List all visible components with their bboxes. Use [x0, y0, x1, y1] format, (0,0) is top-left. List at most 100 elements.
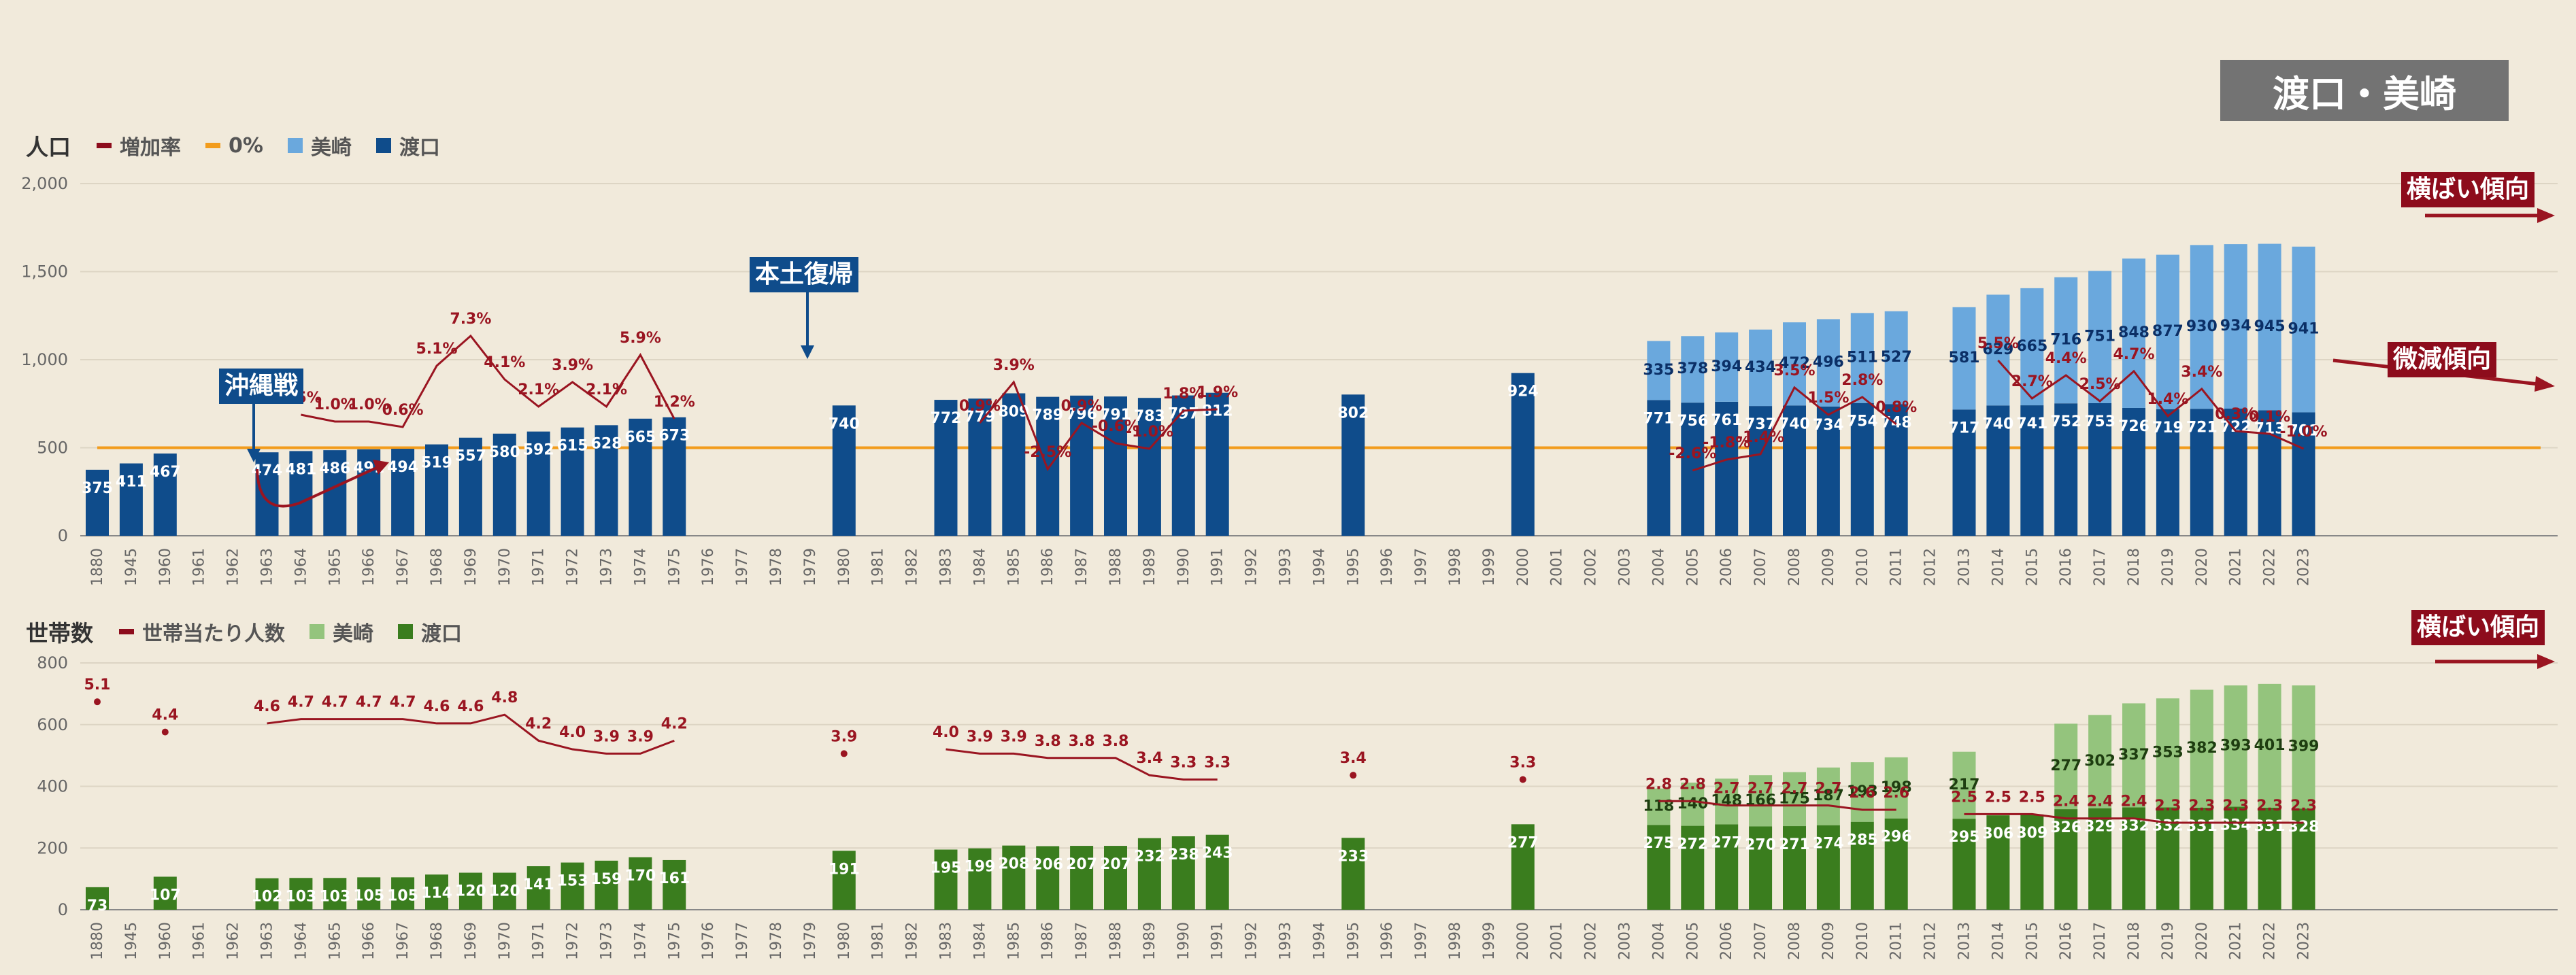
legend-swatch: [97, 143, 112, 148]
households-xtick-label: 2015: [2024, 922, 2041, 960]
population-bar-lower: [425, 444, 448, 536]
population-rate-label: 1.4%: [2147, 391, 2188, 408]
population-xtick-label: 2008: [1786, 548, 1803, 586]
population-bar-lower: [2156, 409, 2179, 536]
flat-trend-population-arrowhead: [2537, 208, 2555, 223]
households-xtick-label: 1998: [1447, 922, 1464, 960]
households-value-label: 193: [1847, 783, 1878, 800]
population-bar-upper: [2020, 288, 2044, 406]
population-bar-lower: [2258, 410, 2281, 536]
population-xtick-label: 1880: [89, 548, 106, 586]
households-xtick-label: 1964: [292, 922, 310, 960]
households-bar-lower: [425, 874, 448, 910]
households-value-label: 191: [829, 861, 860, 878]
population-value-label: 753: [2084, 413, 2115, 430]
households-bar-lower: [1884, 818, 1908, 910]
population-xtick-label: 1996: [1379, 548, 1396, 586]
population-bar-lower: [1816, 406, 1840, 536]
legend-swatch: [119, 629, 134, 634]
population-value-label: 719: [2152, 420, 2184, 437]
households-rate-label: 4.2: [525, 715, 552, 732]
households-xtick-label: 2014: [1990, 922, 2007, 960]
households-rate-label: 3.8: [1069, 733, 1095, 750]
households-bar-lower: [255, 878, 279, 910]
population-bar-lower: [2122, 407, 2145, 536]
population-xtick-label: 1976: [700, 548, 717, 586]
legend-label: 美崎: [333, 622, 373, 646]
households-xtick-label: 1968: [429, 922, 446, 960]
households-xtick-label: 1966: [361, 922, 378, 960]
population-bar-lower: [1341, 394, 1365, 536]
population-rate-label: -1.0%: [1126, 424, 1173, 441]
households-rate-label: 2.5: [1985, 789, 2011, 806]
households-rate-label: 3.4: [1340, 750, 1367, 767]
population-bar-upper: [1681, 336, 1705, 403]
households-value-label: 399: [2288, 738, 2320, 755]
population-xtick-label: 2007: [1752, 548, 1769, 586]
population-xtick-label: 1970: [497, 548, 514, 586]
households-rate-label: 3.8: [1103, 733, 1129, 750]
population-xtick-label: 2010: [1854, 548, 1871, 586]
population-bar-upper: [1952, 307, 1976, 410]
households-rate-line: [1658, 800, 1896, 811]
households-value-label: 328: [2288, 819, 2320, 836]
households-value-label: 114: [421, 885, 452, 902]
households-bar-upper: [2156, 698, 2179, 808]
households-bar-lower: [2292, 808, 2315, 910]
population-value-label: 467: [150, 464, 181, 481]
households-value-label: 120: [489, 883, 520, 900]
households-xtick-label: 1984: [971, 922, 988, 960]
households-xtick-label: 1981: [870, 922, 887, 960]
households-xtick-label: 1982: [904, 922, 921, 960]
population-value-label: 789: [1032, 407, 1063, 424]
households-value-label: 353: [2152, 744, 2184, 761]
population-xtick-label: 1967: [395, 548, 412, 586]
households-xtick-label: 1977: [734, 922, 751, 960]
population-rate-label: 0.9%: [959, 398, 1001, 415]
households-rate-label: 2.7: [1782, 781, 1808, 798]
population-xtick-label: 1989: [1141, 548, 1158, 586]
households-xtick-label: 1978: [768, 922, 785, 960]
households-value-label: 393: [2220, 737, 2252, 754]
population-bar-lower: [1681, 403, 1705, 536]
population-rate-label: 4.7%: [2113, 346, 2154, 363]
population-value-label: 772: [931, 410, 962, 427]
population-bar-lower: [629, 418, 652, 536]
households-value-label: 270: [1745, 836, 1776, 853]
population-legend-item: 増加率: [97, 131, 181, 160]
households-rate-label: 4.8: [491, 689, 518, 706]
population-xtick-label: 2002: [1583, 548, 1600, 586]
households-value-label: 277: [1711, 834, 1742, 851]
households-value-label: 232: [1134, 849, 1165, 866]
households-rate-label: 3.9: [967, 728, 993, 745]
households-rate-line: [267, 713, 675, 755]
households-xtick-label: 1970: [497, 922, 514, 960]
population-bar-lower: [526, 431, 550, 536]
flat-trend-population-label: 横ばい傾向: [2401, 172, 2535, 207]
population-value-label: 791: [1100, 407, 1131, 424]
households-bar-upper: [1783, 772, 1806, 827]
population-value-label: 771: [1643, 410, 1674, 427]
households-rate-label: 3.3: [1509, 755, 1536, 772]
households-bar-lower: [2088, 808, 2112, 910]
households-xtick-label: 1999: [1481, 922, 1498, 960]
population-xtick-label: 1988: [1107, 548, 1124, 586]
households-xtick-label: 1975: [666, 922, 683, 960]
households-xtick-label: 1979: [802, 922, 819, 960]
population-bar-lower: [561, 427, 584, 536]
households-bar-lower: [1749, 826, 1773, 910]
legend-label: 美崎: [310, 136, 352, 160]
households-xtick-label: 2008: [1786, 922, 1803, 960]
population-bar-upper: [1647, 341, 1671, 400]
population-xtick-label: 2014: [1990, 548, 2007, 586]
population-bar-upper: [1783, 322, 1806, 406]
flat-trend-households-arrowhead: [2537, 654, 2555, 669]
households-xtick-label: 1976: [700, 922, 717, 960]
population-rate-label: 1.5%: [1807, 390, 1849, 407]
population-bar-lower: [492, 433, 516, 536]
population-bar-upper: [1986, 294, 2010, 406]
population-xtick-label: 1983: [938, 548, 955, 586]
households-xtick-label: 2011: [1888, 922, 1905, 960]
population-value-label: 394: [1711, 358, 1742, 375]
